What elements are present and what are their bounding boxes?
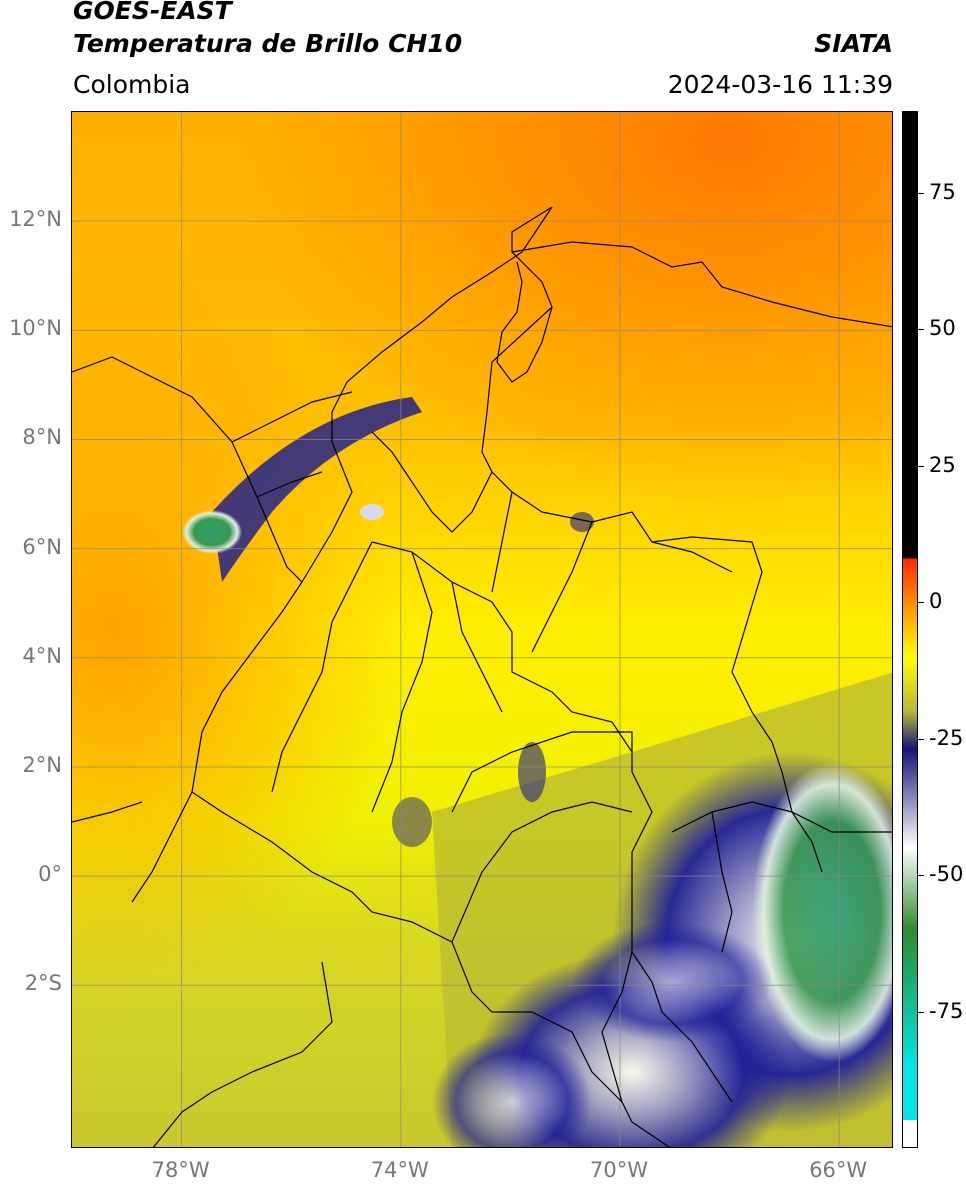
lat-label: 2°S <box>24 971 62 996</box>
lon-label: 78°W <box>151 1158 210 1182</box>
colorbar-tick-mark <box>918 192 924 194</box>
colorbar-tick-label: -50 <box>929 862 964 887</box>
satellite-title: GOES-EAST <box>73 0 232 25</box>
colorbar-tick-label: 25 <box>929 452 956 477</box>
colorbar-tick-label: -25 <box>929 725 964 750</box>
lat-label: 12°N <box>9 207 62 232</box>
satellite-map[interactable] <box>71 111 893 1148</box>
map-image <box>72 112 892 1147</box>
lon-label: 70°W <box>590 1158 648 1182</box>
colorbar-tick-label: 50 <box>929 316 956 341</box>
source-label: SIATA <box>814 29 893 58</box>
colorbar-tick-mark <box>918 602 924 604</box>
colorbar-tick-mark <box>918 329 924 331</box>
lon-label: 66°W <box>809 1158 868 1182</box>
colorbar-tick-label: 75 <box>929 179 956 204</box>
region-label: Colombia <box>73 70 191 99</box>
colorbar <box>902 111 918 1148</box>
lat-label: 2°N <box>22 752 62 777</box>
colorbar-tick-mark <box>918 1011 924 1013</box>
product-title: Temperatura de Brillo CH10 <box>73 29 463 58</box>
lat-label: 4°N <box>22 643 62 668</box>
lat-label: 10°N <box>9 316 62 341</box>
lat-label: 8°N <box>22 425 62 450</box>
colorbar-tick-mark <box>918 875 924 877</box>
colorbar-tick-mark <box>918 465 924 467</box>
lat-label: 0° <box>38 862 62 887</box>
datetime-label: 2024-03-16 11:39 <box>667 70 893 99</box>
lon-label: 74°W <box>370 1158 429 1182</box>
lat-label: 6°N <box>22 534 62 559</box>
colorbar-tick-label: 0 <box>929 589 943 614</box>
colorbar-tick-label: -75 <box>929 998 964 1023</box>
colorbar-tick-mark <box>918 738 924 740</box>
borders <box>72 206 892 1147</box>
